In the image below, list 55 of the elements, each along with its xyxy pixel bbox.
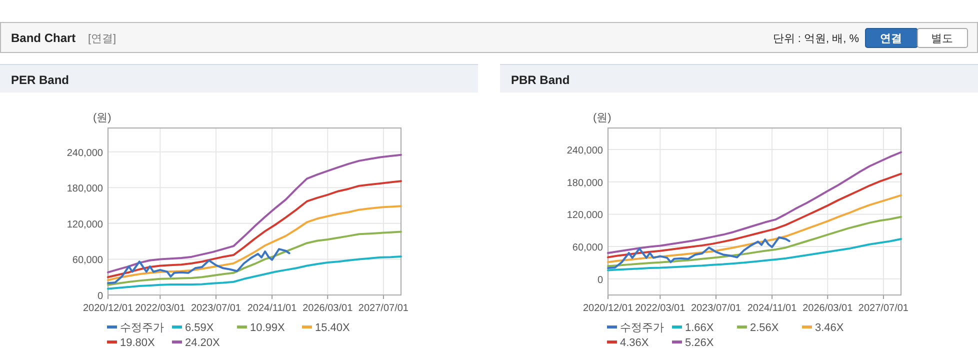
line-series: [107, 205, 402, 282]
y-tick-label: 120,000: [566, 210, 604, 222]
legend-label: 1.66X: [685, 322, 714, 334]
line-series: [107, 180, 402, 278]
y-tick-label: 60,000: [72, 255, 104, 266]
line-series: [607, 172, 902, 258]
text: 연결: [880, 33, 902, 45]
line-series: [607, 194, 902, 264]
text: Band Chart: [11, 31, 76, 45]
legend-label: 24.20X: [185, 337, 221, 349]
y-axis-title: (원): [593, 112, 612, 124]
x-tick-label: 2026/03/01: [802, 303, 854, 314]
x-tick-label: 2026/03/01: [302, 303, 354, 314]
legend-label: 수정주가: [620, 322, 664, 334]
legend-label: 10.99X: [250, 322, 286, 334]
text: 단위 : 억원, 배, %: [772, 33, 860, 45]
chart-title: PBR Band: [511, 73, 570, 87]
line-series: [607, 236, 790, 270]
x-tick-label: 2022/03/01: [635, 303, 686, 314]
x-tick-label: 2027/07/01: [858, 303, 909, 314]
x-tick-label: 2020/12/01: [582, 303, 634, 314]
y-tick-label: 0: [597, 274, 604, 286]
x-tick-label: 2020/12/01: [82, 303, 134, 314]
x-tick-label: 2024/11/01: [247, 303, 298, 314]
legend-label: 수정주가: [120, 322, 164, 334]
legend-label: 19.80X: [120, 337, 156, 349]
y-tick-label: 120,000: [66, 219, 104, 230]
x-tick-label: 2023/07/01: [190, 303, 242, 314]
legend-label: 5.26X: [685, 337, 714, 349]
x-tick-label: 2024/11/01: [747, 303, 798, 314]
text: [연결]: [88, 33, 116, 45]
line-series: [107, 154, 402, 274]
y-tick-label: 240,000: [566, 146, 604, 157]
line-series: [107, 230, 402, 286]
x-tick-label: 2027/07/01: [358, 303, 409, 314]
line-series: [107, 248, 290, 284]
y-tick-label: 180,000: [566, 178, 604, 189]
line-series: [607, 238, 902, 272]
x-tick-label: 2022/03/01: [135, 303, 186, 314]
y-tick-label: 60,000: [572, 242, 604, 254]
legend-label: 2.56X: [750, 322, 780, 334]
line-series: [607, 151, 902, 254]
line-series: [607, 216, 902, 268]
legend-label: 4.36X: [620, 337, 650, 349]
legend-label: 15.40X: [315, 322, 351, 334]
chart-title: PER Band: [11, 73, 70, 87]
y-tick-label: 240,000: [66, 148, 104, 159]
legend-label: 6.59X: [185, 322, 214, 334]
text: 별도: [931, 33, 953, 45]
y-tick-label: 180,000: [66, 184, 104, 195]
y-axis-title: (원): [93, 112, 112, 124]
line-series: [107, 256, 402, 290]
legend-label: 3.46X: [815, 322, 844, 334]
x-tick-label: 2023/07/01: [690, 303, 742, 314]
y-tick-label: 0: [97, 291, 104, 302]
